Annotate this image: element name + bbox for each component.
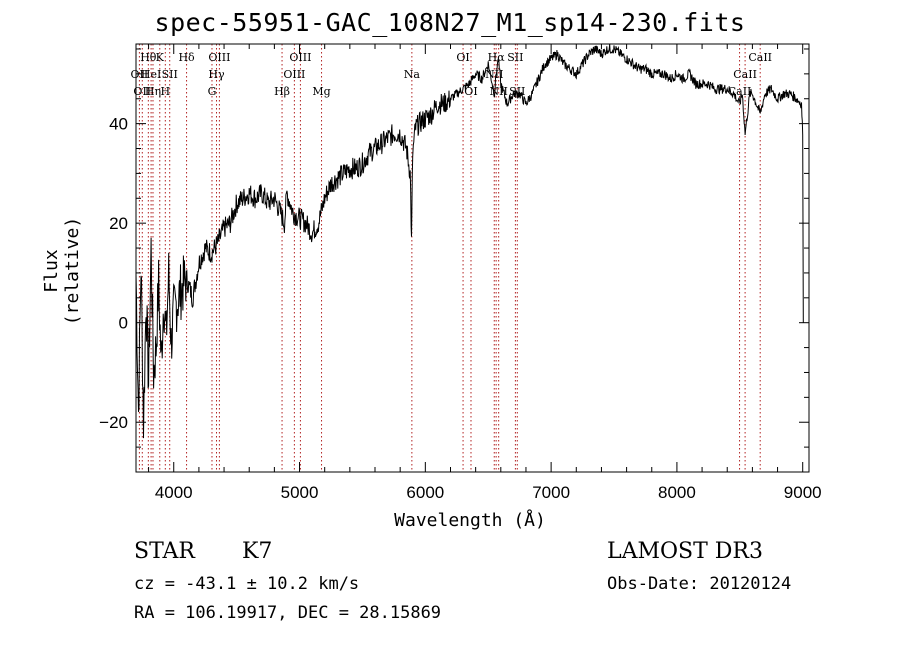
line-label: K: [156, 51, 165, 64]
spectral-line-labels: OIIOIIHθHeIHηKHSIIHδGHγOIIIHβOIIIOIIIMgN…: [131, 51, 772, 98]
line-label: OIII: [208, 51, 230, 64]
line-label: SII: [509, 85, 525, 98]
line-label: Hη: [145, 85, 161, 98]
line-label: NII: [490, 85, 508, 98]
line-label: OI: [456, 51, 469, 64]
line-label: CaII: [733, 68, 757, 81]
line-label: SII: [162, 68, 178, 81]
spectral-line-markers: [138, 44, 761, 472]
line-label: SII: [507, 51, 523, 64]
line-label: Hθ: [140, 51, 157, 64]
line-label: Hα: [488, 51, 506, 64]
line-label: Hβ: [274, 85, 290, 98]
object-subclass: K7: [242, 539, 273, 564]
line-label: G: [208, 85, 217, 98]
coordinates-readout: RA = 106.19917, DEC = 28.15869: [134, 603, 442, 623]
y-tick-label: −20: [99, 413, 128, 432]
survey-name: LAMOST DR3: [607, 539, 763, 564]
y-tick-label: 0: [119, 314, 128, 333]
line-label: OIII: [283, 68, 305, 81]
x-tick-label: 9000: [784, 483, 822, 502]
line-label: H: [161, 85, 171, 98]
redshift-readout: cz = -43.1 ± 10.2 km/s: [134, 574, 360, 594]
x-tick-label: 4000: [155, 483, 193, 502]
object-class: STAR: [134, 539, 195, 564]
line-label: Hδ: [178, 51, 195, 64]
x-tick-label: 5000: [281, 483, 319, 502]
spectrum-series: [135, 44, 804, 439]
line-label: CaII: [728, 85, 752, 98]
x-tick-label: 8000: [658, 483, 696, 502]
line-label: Mg: [312, 85, 330, 98]
y-tick-label: 40: [109, 115, 128, 134]
line-label: CaII: [748, 51, 772, 64]
line-label: OII: [131, 68, 149, 81]
x-tick-label: 6000: [406, 483, 444, 502]
line-label: NII: [485, 68, 503, 81]
line-label: Na: [404, 68, 421, 81]
y-tick-label: 20: [109, 214, 128, 233]
line-label: OI: [464, 85, 477, 98]
line-label: HeI: [141, 68, 161, 81]
line-label: OIII: [289, 51, 311, 64]
observation-date: Obs-Date: 20120124: [607, 574, 792, 594]
x-axis-label: Wavelength (Å): [394, 510, 546, 531]
plot-frame: [135, 43, 810, 473]
axis-ticks: 4000 5000 6000 7000 8000 9000 −20 0 20 40: [99, 44, 822, 502]
x-tick-label: 7000: [532, 483, 570, 502]
series-line-spectrum: [135, 44, 804, 439]
y-axis-label: Flux (relative): [41, 216, 83, 326]
line-label: OII: [133, 85, 151, 98]
line-label: Hγ: [208, 68, 225, 81]
chart-title: spec-55951-GAC_108N27_M1_sp14-230.fits: [154, 8, 746, 37]
